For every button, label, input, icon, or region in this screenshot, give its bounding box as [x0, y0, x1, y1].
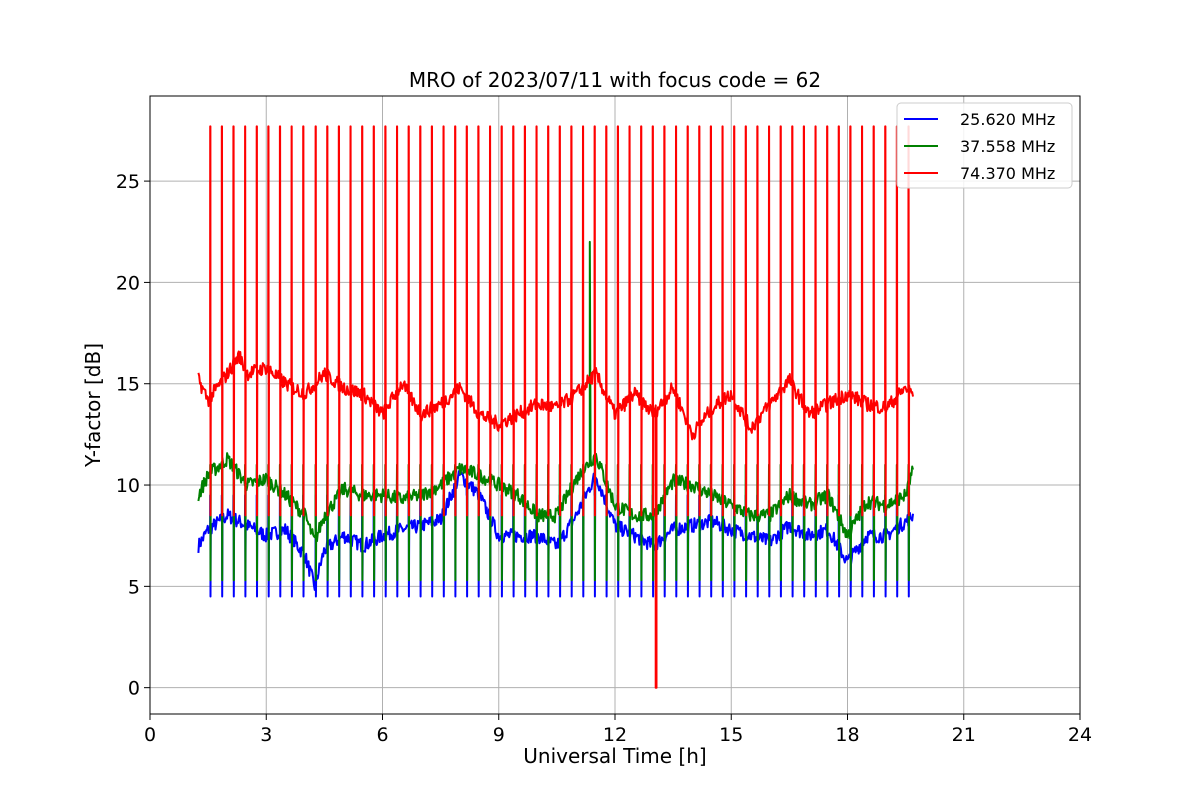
- x-tick-label: 18: [835, 724, 859, 746]
- legend: 25.620 MHz 37.558 MHz 74.370 MHz: [896, 102, 1073, 189]
- series-layer: [197, 125, 914, 689]
- legend-label: 25.620 MHz: [960, 110, 1055, 129]
- x-tick-label: 6: [376, 724, 388, 746]
- series-line-3: [197, 125, 914, 689]
- y-axis-label: Y-factor [dB]: [81, 343, 105, 468]
- legend-box: [896, 102, 1073, 189]
- x-tick-label: 9: [493, 724, 505, 746]
- y-tick-label: 20: [116, 272, 140, 294]
- x-tick-label: 15: [719, 724, 743, 746]
- chart-title: MRO of 2023/07/11 with focus code = 62: [409, 68, 821, 92]
- y-axis-ticks: 0 5 10 15 20 25: [116, 171, 150, 700]
- x-tick-label: 3: [260, 724, 272, 746]
- y-tick-label: 5: [128, 576, 140, 598]
- x-tick-label: 0: [144, 724, 156, 746]
- y-tick-label: 0: [128, 678, 140, 700]
- x-tick-label: 24: [1068, 724, 1092, 746]
- x-axis-label: Universal Time [h]: [523, 744, 706, 768]
- legend-label: 37.558 MHz: [960, 137, 1055, 156]
- y-tick-label: 15: [116, 374, 140, 396]
- x-tick-label: 21: [952, 724, 976, 746]
- x-tick-label: 12: [603, 724, 627, 746]
- legend-label: 74.370 MHz: [960, 164, 1055, 183]
- x-axis-ticks: 0 3 6 9 12 15 18 21 24: [144, 714, 1092, 746]
- y-tick-label: 25: [116, 171, 140, 193]
- y-tick-label: 10: [116, 475, 140, 497]
